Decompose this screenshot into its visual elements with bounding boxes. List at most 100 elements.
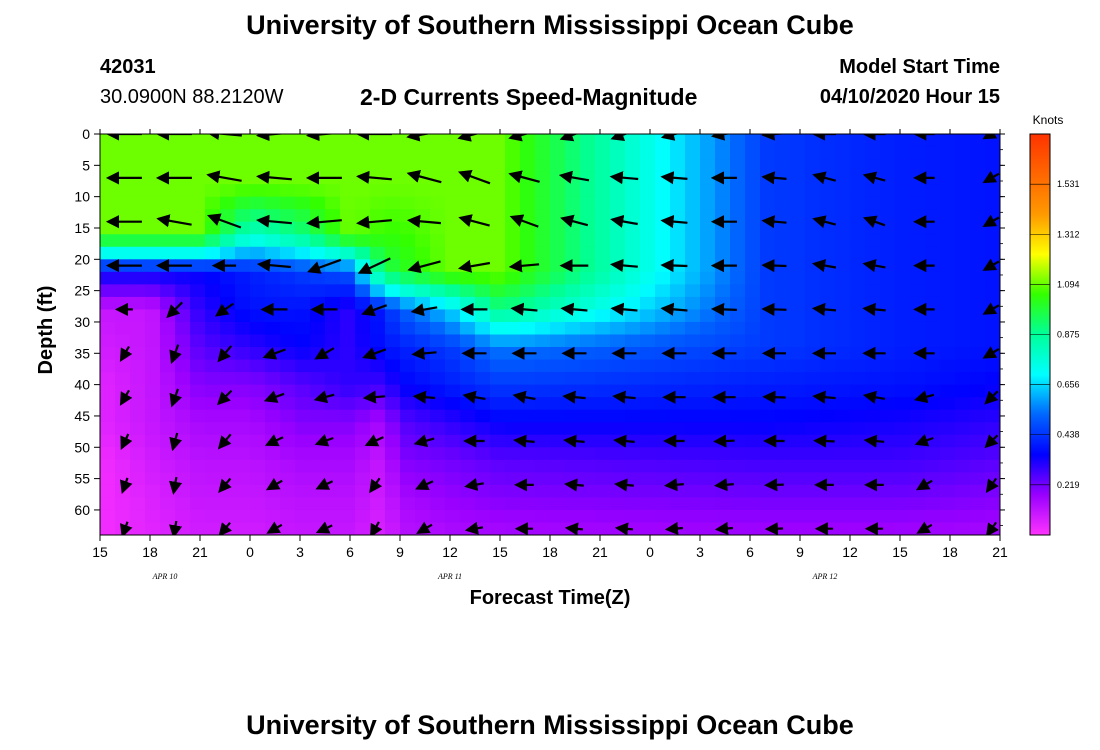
heatmap-cell xyxy=(820,359,836,373)
current-vector-arrow xyxy=(406,169,442,184)
heatmap-cell xyxy=(655,271,671,285)
heatmap-cell xyxy=(475,472,491,486)
heatmap-cell xyxy=(535,159,551,173)
heatmap-cell xyxy=(910,472,926,486)
heatmap-cell xyxy=(145,522,161,535)
current-vector-arrow xyxy=(764,478,784,492)
heatmap-cell xyxy=(760,271,776,285)
heatmap-cell xyxy=(880,359,896,373)
heatmap-cell xyxy=(970,246,986,260)
heatmap-cell xyxy=(985,196,1000,210)
heatmap-cell xyxy=(100,409,116,423)
heatmap-cell xyxy=(685,284,701,298)
heatmap-cell xyxy=(880,397,896,411)
heatmap-cell xyxy=(340,359,356,373)
heatmap-cell xyxy=(595,271,611,285)
heatmap-cell xyxy=(100,184,116,198)
heatmap-cell xyxy=(790,522,806,535)
heatmap-cell xyxy=(925,321,941,336)
heatmap-cell xyxy=(550,271,566,285)
heatmap-cell xyxy=(640,284,656,298)
heatmap-cell xyxy=(925,497,941,511)
heatmap-cell xyxy=(610,484,626,499)
current-vector-arrow xyxy=(560,302,588,316)
heatmap-cell xyxy=(805,271,821,285)
heatmap-cell xyxy=(670,146,686,160)
heatmap-cell xyxy=(220,509,236,524)
heatmap-cell xyxy=(400,472,416,486)
heatmap-cell xyxy=(805,171,821,185)
heatmap-cell xyxy=(790,484,806,499)
heatmap-cell xyxy=(340,497,356,511)
heatmap-cell xyxy=(145,146,161,160)
heatmap-cell xyxy=(250,422,266,436)
heatmap-cell xyxy=(445,259,461,273)
current-vector-arrow xyxy=(982,214,1000,228)
current-vector-arrow xyxy=(169,388,182,408)
heatmap-cell xyxy=(895,384,911,398)
heatmap-cell xyxy=(310,246,326,260)
heatmap-cell xyxy=(265,159,281,173)
heatmap-cell xyxy=(490,284,506,298)
current-vector-arrow xyxy=(356,170,392,184)
heatmap-cell xyxy=(280,434,296,448)
heatmap-cell xyxy=(655,484,671,499)
heatmap-cell xyxy=(475,296,491,311)
heatmap-cell xyxy=(745,171,761,185)
heatmap-cell xyxy=(850,409,866,423)
heatmap-cell xyxy=(250,271,266,285)
heatmap-cell xyxy=(445,309,461,323)
heatmap-cell xyxy=(880,259,896,273)
current-vector-arrow xyxy=(410,303,438,317)
heatmap-cell xyxy=(235,171,251,185)
y-tick-label: 5 xyxy=(82,157,90,173)
heatmap-cell xyxy=(325,397,341,411)
heatmap-cell xyxy=(235,472,251,486)
heatmap-cell xyxy=(415,447,431,461)
heatmap-cell xyxy=(490,171,506,185)
heatmap-cell xyxy=(730,209,746,223)
heatmap-cell xyxy=(385,284,401,298)
heatmap-cell xyxy=(265,196,281,210)
heatmap-cell xyxy=(205,522,221,535)
heatmap-cell xyxy=(370,334,386,348)
heatmap-cell xyxy=(745,309,761,323)
heatmap-cell xyxy=(805,472,821,486)
heatmap-cell xyxy=(670,459,686,473)
heatmap-cell xyxy=(685,484,701,499)
heatmap-cell xyxy=(340,296,356,311)
heatmap-cell xyxy=(940,296,956,311)
heatmap-cell xyxy=(265,459,281,473)
heatmap-cell xyxy=(100,359,116,373)
heatmap-cell xyxy=(850,447,866,461)
heatmap-cell xyxy=(400,196,416,210)
heatmap-cell xyxy=(835,284,851,298)
heatmap-cell xyxy=(400,171,416,185)
heatmap-cell xyxy=(865,459,881,473)
heatmap-cell xyxy=(670,359,686,373)
current-vector-arrow xyxy=(364,434,384,447)
heatmap-cell xyxy=(625,296,641,311)
heatmap-cell xyxy=(280,146,296,160)
heatmap-cell xyxy=(520,359,536,373)
heatmap-cell xyxy=(445,447,461,461)
heatmap-cell xyxy=(205,196,221,210)
heatmap-cell xyxy=(550,484,566,499)
heatmap-cell xyxy=(910,209,926,223)
heatmap-cell xyxy=(145,284,161,298)
heatmap-cell xyxy=(415,334,431,348)
heatmap-cell xyxy=(865,309,881,323)
heatmap-cell xyxy=(550,321,566,336)
heatmap-cell xyxy=(835,509,851,524)
heatmap-cell xyxy=(685,422,701,436)
heatmap-cell xyxy=(550,397,566,411)
heatmap-cell xyxy=(505,484,521,499)
heatmap-cell xyxy=(655,422,671,436)
heatmap-cell xyxy=(520,497,536,511)
heatmap-cell xyxy=(685,134,701,148)
heatmap-cell xyxy=(235,146,251,160)
heatmap-cell xyxy=(535,509,551,524)
heatmap-cell xyxy=(985,321,1000,336)
heatmap-cell xyxy=(265,296,281,311)
heatmap-cell xyxy=(205,221,221,235)
